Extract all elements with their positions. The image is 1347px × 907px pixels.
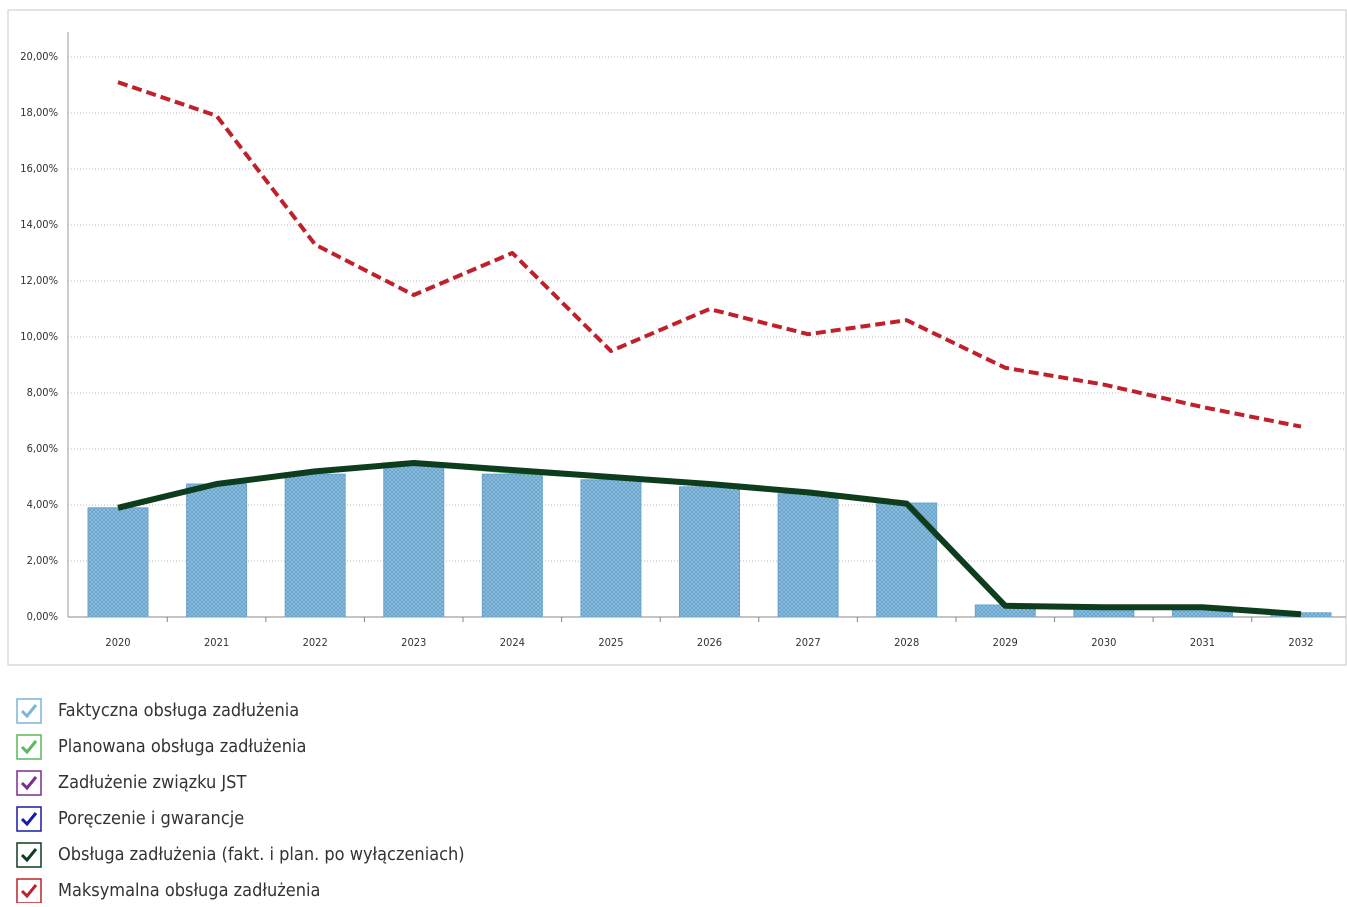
legend-check	[20, 704, 38, 719]
y-tick-label: 4,00%	[27, 498, 58, 511]
y-tick-label: 10,00%	[20, 330, 58, 343]
legend-check	[20, 812, 38, 827]
bar	[186, 483, 248, 618]
legend-checkbox[interactable]	[16, 770, 42, 796]
legend-check	[20, 848, 38, 863]
legend-checkbox[interactable]	[16, 698, 42, 724]
legend-label: Obsługa zadłużenia (fakt. i plan. po wył…	[58, 844, 465, 865]
x-tick-label: 2021	[204, 636, 229, 649]
bar	[580, 479, 642, 618]
x-tick-label: 2027	[795, 636, 820, 649]
legend-checkbox[interactable]	[16, 842, 42, 868]
y-tick-label: 2,00%	[27, 554, 58, 567]
x-tick-label: 2031	[1190, 636, 1215, 649]
y-tick-label: 8,00%	[27, 386, 58, 399]
legend-check	[20, 740, 38, 755]
legend-label: Planowana obsługa zadłużenia	[58, 736, 306, 757]
x-tick-label: 2029	[993, 636, 1018, 649]
y-tick-label: 14,00%	[20, 218, 58, 231]
y-tick-label: 20,00%	[20, 50, 58, 63]
legend-checkbox[interactable]	[16, 878, 42, 904]
x-tick-label: 2026	[697, 636, 722, 649]
legend-checkbox[interactable]	[16, 806, 42, 832]
y-tick-label: 12,00%	[20, 274, 58, 287]
line	[117, 460, 1302, 618]
y-tick-label: 6,00%	[27, 442, 58, 455]
x-tick-label: 2024	[500, 636, 525, 649]
legend-label: Maksymalna obsługa zadłużenia	[58, 880, 320, 901]
x-tick-label: 2025	[598, 636, 623, 649]
x-tick-label: 2020	[105, 636, 130, 649]
legend-label: Faktyczna obsługa zadłużenia	[58, 700, 299, 721]
bar	[481, 473, 543, 618]
bar	[876, 502, 938, 618]
x-tick-label: 2030	[1091, 636, 1116, 649]
x-tick-label: 2023	[401, 636, 426, 649]
bar	[284, 473, 346, 618]
bar	[383, 465, 445, 618]
y-tick-label: 16,00%	[20, 162, 58, 175]
bar	[679, 486, 740, 618]
y-tick-label: 18,00%	[20, 106, 58, 119]
legend-label: Zadłużenie związku JST	[58, 772, 246, 793]
line	[117, 80, 1302, 429]
x-tick-label: 2028	[894, 636, 919, 649]
legend-label: Poręczenie i gwarancje	[58, 808, 244, 829]
bar	[87, 507, 149, 618]
y-tick-label: 0,00%	[27, 610, 58, 623]
x-tick-label: 2022	[303, 636, 328, 649]
legend-check	[20, 776, 38, 791]
x-tick-label: 2032	[1288, 636, 1313, 649]
legend-checkbox[interactable]	[16, 734, 42, 760]
bar	[777, 493, 839, 618]
legend-check	[20, 884, 38, 899]
